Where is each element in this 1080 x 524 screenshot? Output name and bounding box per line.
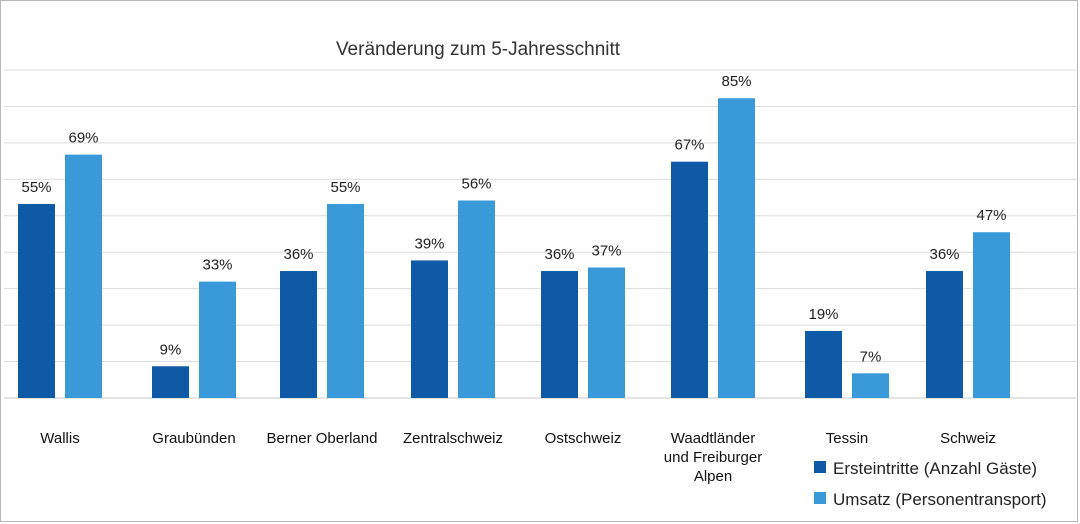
category-label: Waadtländer und Freiburger Alpen xyxy=(664,430,762,485)
legend: Ersteintritte (Anzahl Gäste) Umsatz (Per… xyxy=(814,459,1047,509)
bar-ersteintritte xyxy=(541,271,578,398)
legend-swatch-ersteintritte xyxy=(814,461,826,473)
bar-umsatz xyxy=(327,204,364,398)
data-label: 67% xyxy=(674,137,704,154)
category-label: Zentralschweiz xyxy=(403,430,503,447)
bar-ersteintritte xyxy=(18,204,55,398)
value-labels: 55% 9% 36% 39% 36% 67% 19% 36% 69% 33% 55% 56% 37% 85… xyxy=(21,73,1006,365)
category-label: Schweiz xyxy=(940,430,996,447)
bar-umsatz xyxy=(973,232,1010,398)
bar-umsatz xyxy=(199,281,236,398)
data-label: 7% xyxy=(860,348,882,365)
bar-umsatz xyxy=(65,154,102,398)
bar-ersteintritte xyxy=(671,161,708,398)
category-label: Berner Oberland xyxy=(267,430,378,447)
bar-umsatz xyxy=(458,200,495,398)
data-label: 85% xyxy=(721,73,751,90)
data-label: 19% xyxy=(808,306,838,323)
data-label: 36% xyxy=(544,246,574,263)
bar-ersteintritte xyxy=(926,271,963,398)
gridlines xyxy=(4,69,1076,399)
bars xyxy=(18,98,1010,398)
bar-ersteintritte xyxy=(152,366,189,398)
bar-umsatz xyxy=(588,267,625,398)
category-label: Graubünden xyxy=(152,430,235,447)
data-label: 55% xyxy=(330,179,360,196)
bar-ersteintritte xyxy=(805,330,842,398)
legend-swatch-umsatz xyxy=(814,492,826,504)
data-label: 36% xyxy=(929,246,959,263)
category-label: Wallis xyxy=(40,430,79,447)
data-label: 69% xyxy=(68,130,98,147)
category-label: Tessin xyxy=(826,430,869,447)
data-label: 9% xyxy=(160,341,182,358)
chart-title: Veränderung zum 5-Jahresschnitt xyxy=(336,39,621,60)
data-label: 56% xyxy=(461,175,491,192)
data-label: 39% xyxy=(414,235,444,252)
category-label: Ostschweiz xyxy=(545,430,622,447)
bar-ersteintritte xyxy=(280,271,317,398)
data-label: 37% xyxy=(591,243,621,260)
bar-umsatz xyxy=(852,373,889,398)
data-label: 47% xyxy=(976,207,1006,224)
legend-label-ersteintritte: Ersteintritte (Anzahl Gäste) xyxy=(833,459,1037,478)
data-label: 36% xyxy=(283,246,313,263)
category-labels: Wallis Graubünden Berner Oberland Zentralsc… xyxy=(40,430,996,485)
bar-ersteintritte xyxy=(411,260,448,398)
data-label: 55% xyxy=(21,179,51,196)
bar-umsatz xyxy=(718,98,755,398)
legend-label-umsatz: Umsatz (Personentransport) xyxy=(833,490,1047,509)
data-label: 33% xyxy=(202,257,232,274)
